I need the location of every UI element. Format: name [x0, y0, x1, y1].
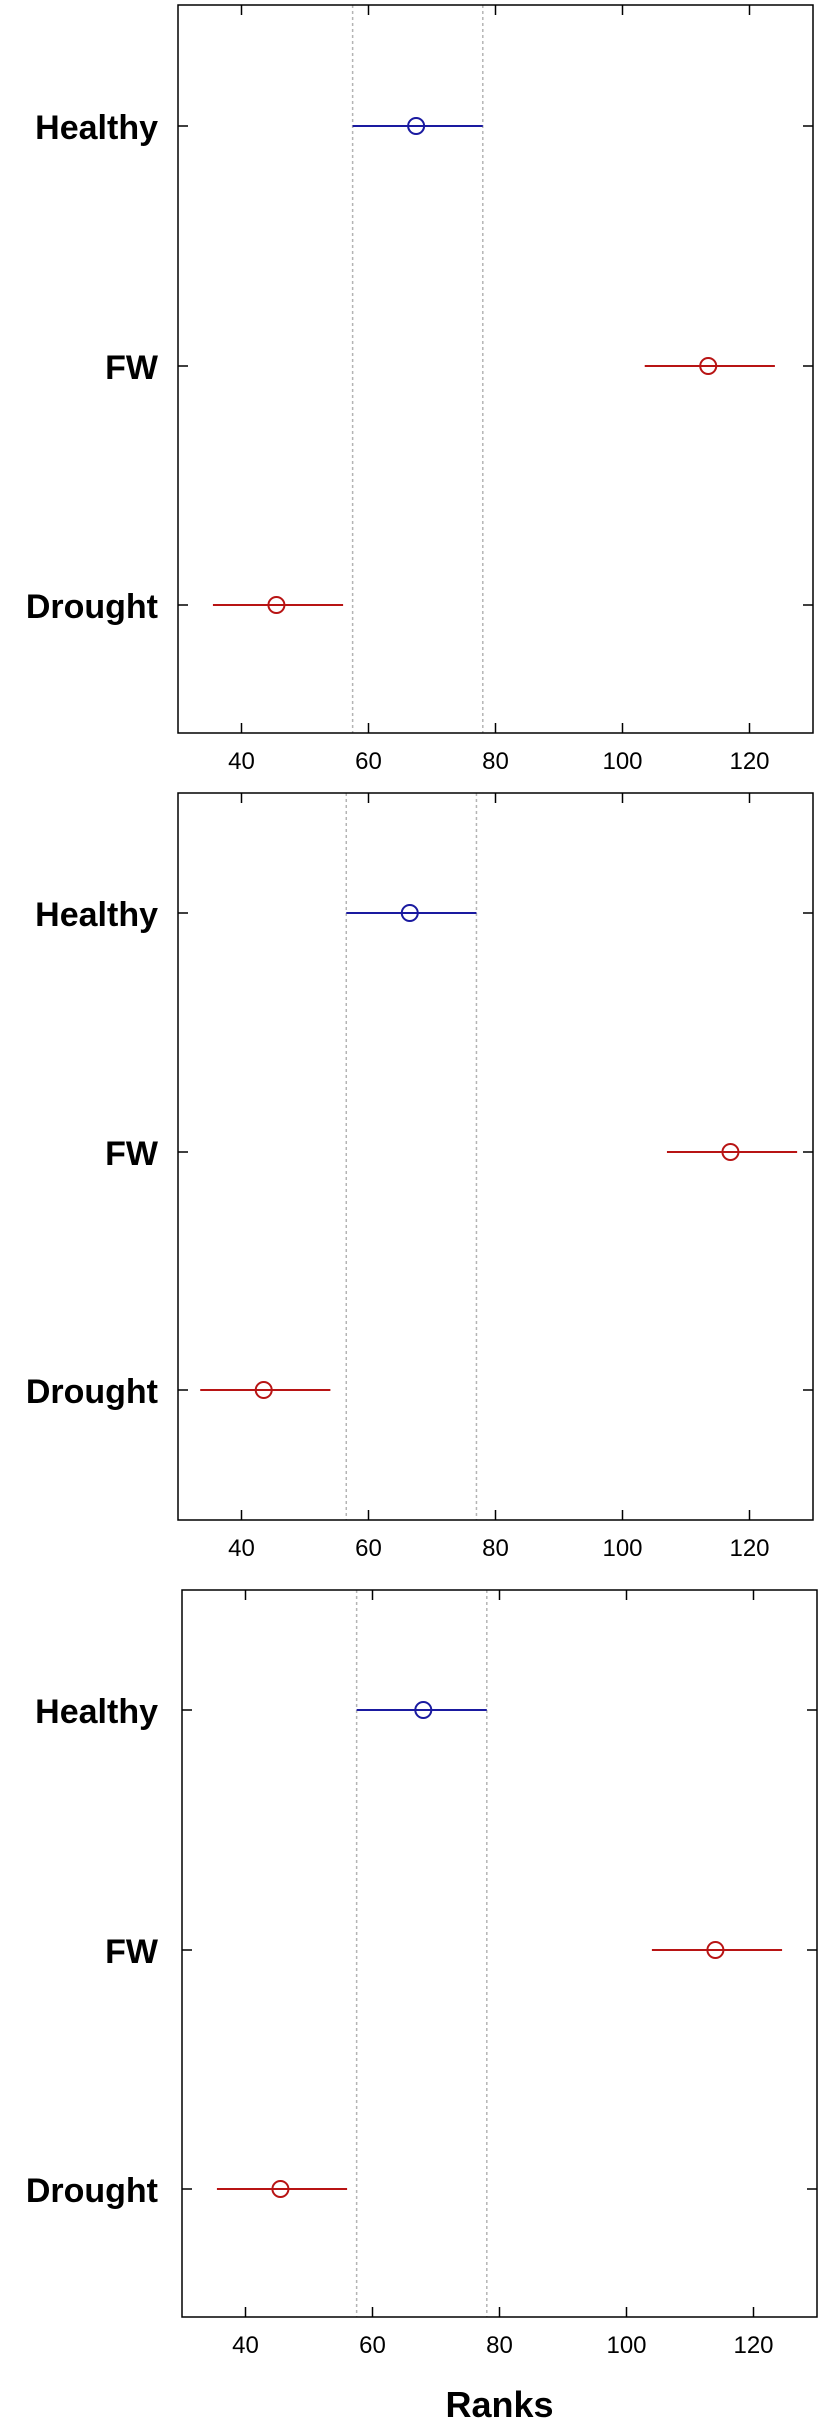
panel-1-x-tick-label-40: 40 [228, 748, 255, 775]
panel-3-x-tick-label-60: 60 [359, 2332, 386, 2359]
panel-1-category-label-fw: FW [105, 349, 159, 387]
panel-2-category-label-healthy: Healthy [35, 896, 158, 934]
x-axis-title: Ranks [445, 2384, 553, 2425]
panel-1-mean-marker-fw [699, 357, 718, 375]
panel-3-mean-marker-fw [706, 1941, 725, 1959]
panel-3-x-tick-label-100: 100 [606, 2332, 646, 2359]
panel-3-category-label-drought: Drought [26, 2172, 158, 2210]
panel-2-x-tick-label-80: 80 [482, 1535, 509, 1562]
panel-2-category-label-fw: FW [105, 1135, 159, 1173]
panel-1-x-tick-label-100: 100 [602, 748, 642, 775]
panel-3-x-tick-label-80: 80 [486, 2332, 513, 2359]
panel-3-mean-marker-drought [271, 2180, 290, 2198]
panel-1-mean-marker-drought [267, 596, 286, 614]
panel-3-x-tick-label-120: 120 [733, 2332, 773, 2359]
panel-3-category-label-healthy: Healthy [35, 1693, 158, 1731]
panel-3-x-tick-label-40: 40 [232, 2332, 259, 2359]
panel-3-mean-marker-healthy [414, 1701, 433, 1719]
panel-2-x-tick-label-60: 60 [355, 1535, 382, 1562]
panel-2-axes-frame [177, 792, 814, 1521]
panel-2-mean-marker-healthy [400, 904, 419, 922]
panel-1-category-label-healthy: Healthy [35, 109, 158, 147]
panel-1-category-label-drought: Drought [26, 588, 158, 626]
panel-2-mean-marker-drought [254, 1381, 273, 1399]
panel-2-category-label-drought: Drought [26, 1373, 158, 1411]
panel-3-category-label-fw: FW [105, 1933, 159, 1971]
panel-2-mean-marker-fw [721, 1143, 740, 1161]
panel-1-axes-frame [177, 4, 814, 734]
panel-1-x-tick-label-120: 120 [729, 748, 769, 775]
panel-1-x-tick-label-60: 60 [355, 748, 382, 775]
panel-2-x-tick-label-120: 120 [729, 1535, 769, 1562]
panel-1-mean-marker-healthy [407, 117, 426, 135]
panel-2-x-tick-label-100: 100 [602, 1535, 642, 1562]
panel-2-x-tick-label-40: 40 [228, 1535, 255, 1562]
panel-1-x-tick-label-80: 80 [482, 748, 509, 775]
